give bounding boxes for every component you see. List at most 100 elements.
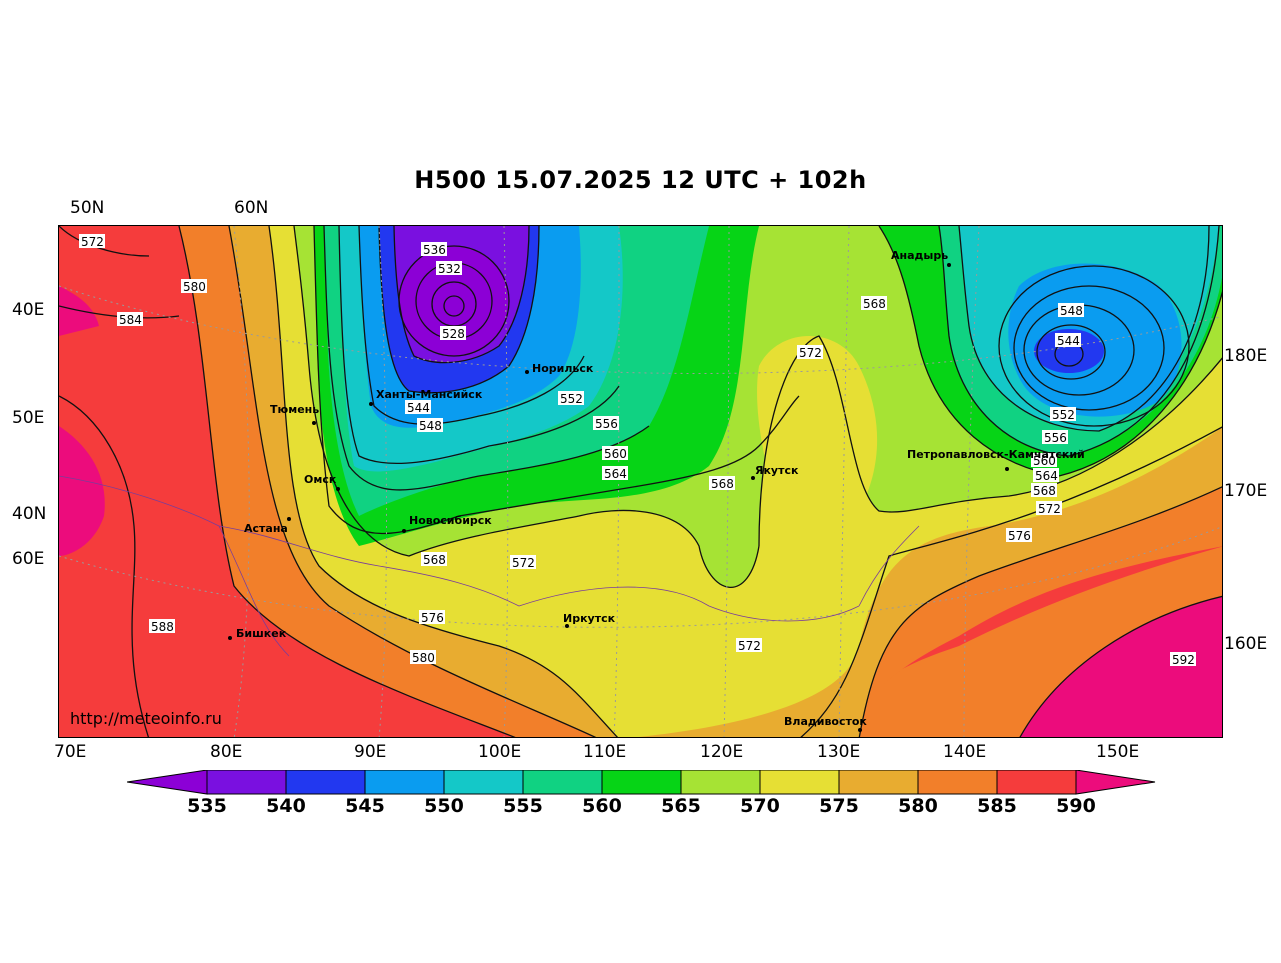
contour-556-east <box>998 265 1190 427</box>
contour-label-group: 572 580 584 536 532 528 544 548 552 556 … <box>79 234 1196 667</box>
svg-text:572: 572 <box>799 346 822 360</box>
city-marker: Бишкек <box>228 627 287 640</box>
svg-text:548: 548 <box>419 419 442 433</box>
contour-564-east <box>938 226 1220 457</box>
city-marker: Петропавловск-Камчатский <box>907 448 1085 471</box>
colorbar-tick: 585 <box>977 795 1017 817</box>
city-marker: Норильск <box>525 362 594 375</box>
contour-label: 572 <box>797 345 823 360</box>
colorbar-seg-575 <box>759 770 840 795</box>
svg-text:Ханты-Мансийск: Ханты-Мансийск <box>376 388 483 401</box>
svg-text:Тюмень: Тюмень <box>270 403 319 416</box>
city-marker: Анадырь <box>891 249 951 267</box>
colorbar-seg-555 <box>443 770 524 795</box>
low-east-core <box>1055 342 1083 366</box>
contour-580 <box>228 226 597 737</box>
contour-576 <box>268 226 619 737</box>
colorbar-seg-545 <box>285 770 366 795</box>
lat-label-top-50n: 50N <box>70 198 105 218</box>
contour-label: 552 <box>1050 407 1076 422</box>
meridian-140e <box>963 226 980 737</box>
contour-544-west <box>398 245 510 357</box>
contour-label: 548 <box>1058 303 1084 318</box>
contour-588 <box>59 395 150 737</box>
svg-text:Владивосток: Владивосток <box>784 715 867 728</box>
lon-label-90e: 90E <box>354 742 387 762</box>
svg-text:572: 572 <box>1038 502 1061 516</box>
border-china-east <box>858 525 920 607</box>
contour-552-east <box>1013 285 1165 411</box>
colorbar-tick: 535 <box>187 795 227 817</box>
svg-text:568: 568 <box>863 297 886 311</box>
svg-text:536: 536 <box>423 243 446 257</box>
contour-label: 552 <box>558 391 584 406</box>
left-label-50e: 50E <box>12 408 45 428</box>
contour-label: 580 <box>181 279 207 294</box>
svg-text:572: 572 <box>512 556 535 570</box>
contour-label: 560 <box>1031 453 1057 468</box>
border-kazakhstan <box>218 525 290 657</box>
svg-text:556: 556 <box>1044 431 1067 445</box>
contour-572 <box>293 226 760 588</box>
contour-label: 568 <box>421 552 447 567</box>
right-label-160e: 160E <box>1224 634 1268 654</box>
contour-548 <box>393 226 530 364</box>
map-title: H500 15.07.2025 12 UTC + 102h <box>414 166 867 194</box>
city-marker: Астана <box>244 517 291 535</box>
city-marker: Ханты-Мансийск <box>369 388 483 406</box>
contour-label: 564 <box>602 466 628 481</box>
contour-568 <box>313 226 800 535</box>
city-marker: Новосибирск <box>402 514 492 533</box>
contour-label: 588 <box>149 619 175 634</box>
contour-label: 556 <box>1042 430 1068 445</box>
svg-text:576: 576 <box>421 611 444 625</box>
colorbar-tick: 555 <box>503 795 543 817</box>
svg-text:544: 544 <box>407 401 430 415</box>
meridian-90e <box>378 226 387 737</box>
city-marker: Омск <box>304 473 340 491</box>
band-575-island <box>757 336 878 534</box>
colorbar-seg-580 <box>838 770 919 795</box>
contour-label: 584 <box>117 312 143 327</box>
contour-label: 536 <box>421 242 447 257</box>
lon-label-140e: 140E <box>943 742 987 762</box>
left-label-40n: 40N <box>12 504 47 524</box>
colorbar-seg-560 <box>522 770 603 795</box>
svg-text:564: 564 <box>604 467 627 481</box>
lon-label-150e: 150E <box>1096 742 1140 762</box>
contour-label: 568 <box>861 296 887 311</box>
country-borders <box>59 475 920 657</box>
svg-text:584: 584 <box>119 313 142 327</box>
svg-text:572: 572 <box>738 639 761 653</box>
contour-lines <box>59 226 1222 737</box>
colorbar-tick: 580 <box>898 795 938 817</box>
lon-label-80e: 80E <box>210 742 243 762</box>
contour-label: 580 <box>410 650 436 665</box>
left-label-40e: 40E <box>12 300 45 320</box>
left-label-60e: 60E <box>12 549 45 569</box>
contour-label: 528 <box>440 326 466 341</box>
svg-text:Бишкек: Бишкек <box>236 627 287 640</box>
contour-label: 576 <box>419 610 445 625</box>
colorbar-tick: 545 <box>345 795 385 817</box>
contour-580-east <box>800 426 1222 737</box>
right-label-170e: 170E <box>1224 481 1268 501</box>
svg-text:544: 544 <box>1057 334 1080 348</box>
lon-label-130e: 130E <box>817 742 861 762</box>
svg-text:552: 552 <box>1052 408 1075 422</box>
svg-text:592: 592 <box>1172 653 1195 667</box>
svg-text:Омск: Омск <box>304 473 337 486</box>
right-label-180e: 180E <box>1224 346 1268 366</box>
contour-584 <box>178 226 516 737</box>
colorbar-seg-550 <box>364 770 445 795</box>
contour-556 <box>358 226 585 425</box>
svg-text:560: 560 <box>1033 454 1056 468</box>
svg-text:Анадырь: Анадырь <box>891 249 948 262</box>
contour-label: 560 <box>602 446 628 461</box>
colorbar-tick: 550 <box>424 795 464 817</box>
colorbar-seg-590 <box>996 770 1077 795</box>
colorbar-seg-585 <box>917 770 998 795</box>
graticule <box>59 226 1222 737</box>
colorbar <box>127 770 1156 795</box>
lat-label-top-60n: 60N <box>234 198 269 218</box>
